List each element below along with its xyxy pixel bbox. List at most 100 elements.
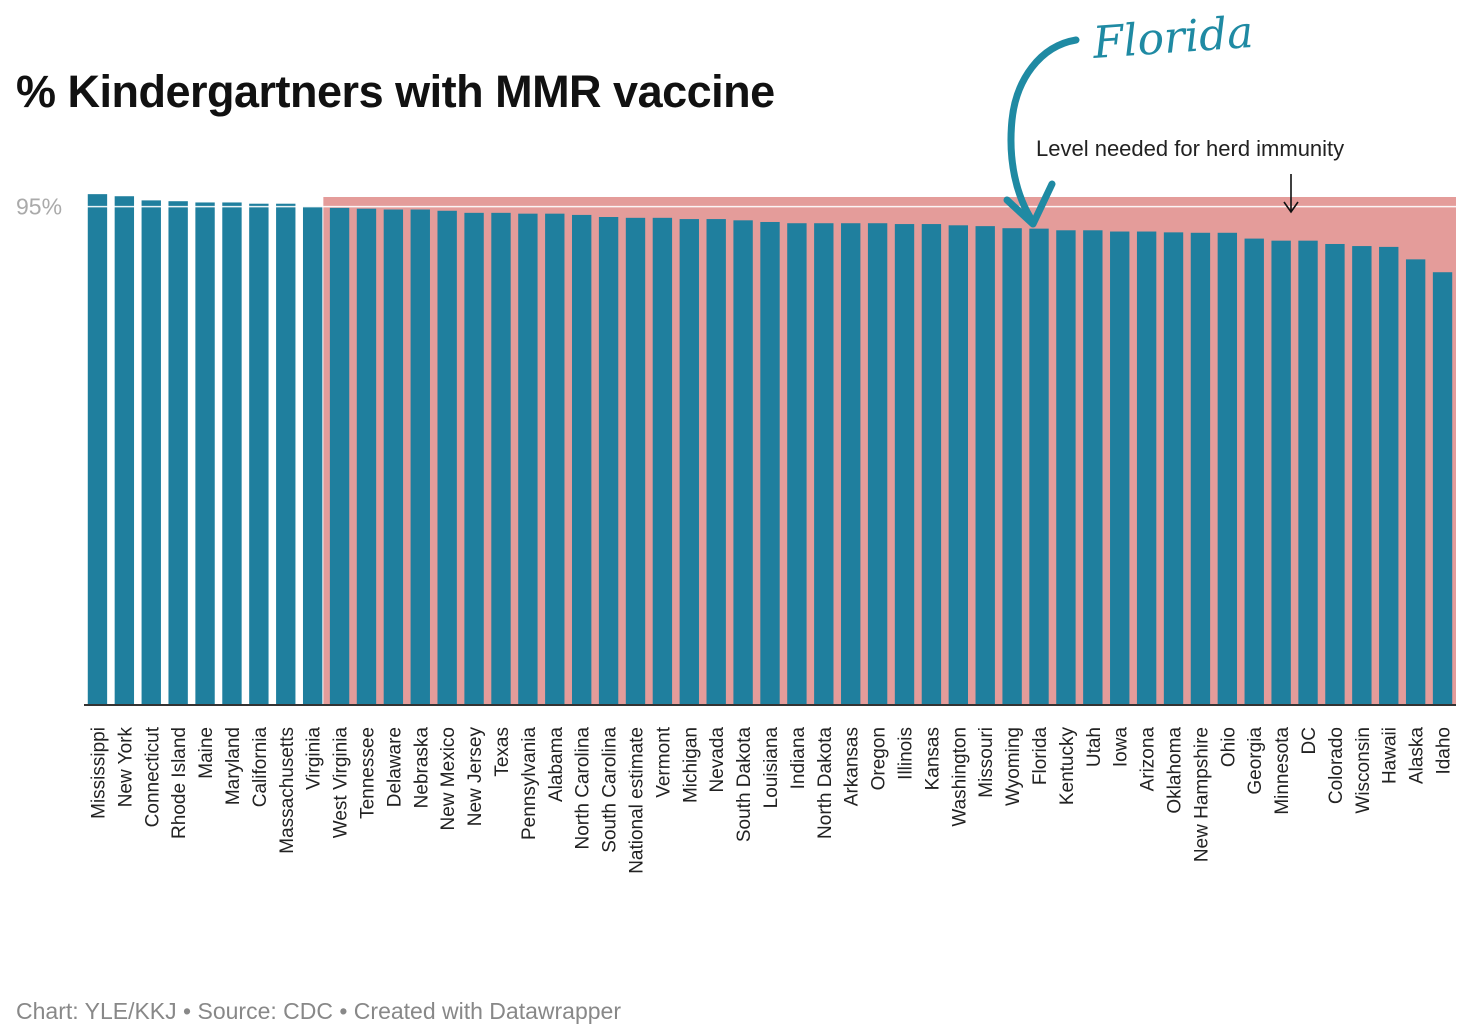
florida-arrow-head	[1003, 180, 1056, 228]
bar-national-estimate	[625, 217, 646, 705]
bar-washington	[948, 225, 968, 706]
x-tick-label-west-virginia: West Virginia	[331, 727, 352, 839]
bar-arkansas	[841, 223, 861, 706]
x-tick-label-south-dakota: South Dakota	[734, 727, 755, 843]
x-tick-label-minnesota: Minnesota	[1272, 727, 1293, 815]
bar-virginia	[302, 206, 323, 706]
bar-hawaii	[1379, 246, 1399, 705]
bar-massachusetts	[276, 203, 296, 705]
bar-michigan	[679, 219, 699, 705]
x-tick-label-new-jersey: New Jersey	[465, 727, 486, 827]
bar-kansas	[921, 224, 942, 705]
chart-title: % Kindergartners with MMR vaccine	[16, 66, 775, 117]
bar-new-york	[114, 196, 135, 706]
florida-arrow	[1007, 36, 1080, 226]
x-tick-label-wyoming: Wyoming	[1003, 727, 1024, 806]
bar-dc	[1298, 240, 1318, 706]
x-tick-label-virginia: Virginia	[304, 727, 325, 790]
x-tick-label-massachusetts: Massachusetts	[277, 727, 298, 854]
bar-missouri	[975, 226, 995, 705]
x-tick-label-mississippi: Mississippi	[88, 727, 109, 819]
bar-alaska	[1405, 259, 1426, 705]
x-tick-label-oklahoma: Oklahoma	[1165, 727, 1186, 814]
x-tick-label-national-estimate: National estimate	[626, 727, 647, 874]
x-tick-label-oregon: Oregon	[869, 727, 890, 790]
x-tick-label-south-carolina: South Carolina	[600, 727, 621, 853]
x-tick-label-nevada: Nevada	[707, 727, 728, 793]
bar-delaware	[383, 209, 404, 705]
x-tick-label-louisiana: Louisiana	[761, 727, 782, 809]
bar-south-carolina	[598, 217, 619, 705]
bar-illinois	[894, 224, 915, 705]
bar-ohio	[1217, 232, 1238, 705]
bar-tennessee	[356, 208, 377, 705]
x-tick-label-indiana: Indiana	[788, 727, 809, 790]
x-tick-label-nebraska: Nebraska	[411, 727, 432, 809]
herd-arrow-head	[1283, 201, 1299, 214]
bar-north-carolina	[572, 214, 592, 706]
x-tick-label-missouri: Missouri	[976, 727, 997, 798]
bar-texas	[491, 212, 511, 705]
x-tick-label-alaska: Alaska	[1407, 727, 1428, 784]
bar-mississippi	[87, 194, 108, 705]
x-tick-label-california: California	[250, 727, 271, 808]
x-tick-label-new-mexico: New Mexico	[438, 727, 459, 830]
x-tick-label-ohio: Ohio	[1218, 727, 1239, 767]
x-tick-label-texas: Texas	[492, 727, 513, 777]
bar-vermont	[652, 217, 673, 705]
bar-nevada	[706, 219, 726, 705]
x-tick-label-utah: Utah	[1084, 727, 1105, 767]
bar-indiana	[787, 223, 807, 706]
x-tick-label-colorado: Colorado	[1326, 727, 1347, 804]
x-tick-label-hawaii: Hawaii	[1380, 727, 1401, 784]
x-tick-label-new-hampshire: New Hampshire	[1191, 727, 1212, 862]
x-tick-label-rhode-island: Rhode Island	[169, 727, 190, 839]
x-tick-label-new-york: New York	[115, 727, 136, 808]
bar-wyoming	[1002, 228, 1022, 705]
x-tick-label-iowa: Iowa	[1111, 727, 1132, 768]
bar-new-jersey	[464, 212, 484, 705]
bar-california	[249, 203, 269, 705]
bar-colorado	[1325, 243, 1345, 706]
bar-oregon	[867, 223, 888, 706]
x-tick-label-michigan: Michigan	[680, 727, 701, 803]
x-tick-label-arkansas: Arkansas	[842, 727, 863, 806]
florida-label: Florida	[1090, 7, 1255, 69]
bar-utah	[1083, 230, 1103, 706]
bar-north-dakota	[814, 223, 834, 706]
x-tick-label-maine: Maine	[196, 727, 217, 779]
bar-wisconsin	[1352, 246, 1372, 705]
x-tick-label-georgia: Georgia	[1245, 727, 1266, 795]
x-tick-label-wisconsin: Wisconsin	[1353, 727, 1374, 814]
x-tick-label-tennessee: Tennessee	[357, 727, 378, 819]
x-tick-label-north-dakota: North Dakota	[815, 727, 836, 839]
chart-footer: Chart: YLE/KKJ • Source: CDC • Created w…	[16, 998, 621, 1024]
bar-oklahoma	[1163, 232, 1184, 706]
x-tick-label-vermont: Vermont	[653, 726, 674, 797]
x-tick-label-kansas: Kansas	[922, 727, 943, 790]
bar-idaho	[1432, 272, 1453, 705]
x-tick-label-florida: Florida	[1030, 727, 1051, 786]
bar-south-dakota	[733, 220, 753, 705]
x-tick-label-idaho: Idaho	[1434, 727, 1455, 775]
x-tick-label-delaware: Delaware	[384, 727, 405, 807]
bar-iowa	[1110, 231, 1130, 705]
bar-georgia	[1244, 238, 1264, 705]
y-tick-label: 95%	[16, 194, 62, 220]
x-tick-label-arizona: Arizona	[1138, 727, 1159, 792]
bar-maryland	[222, 202, 242, 705]
bar-minnesota	[1271, 240, 1291, 706]
bar-alabama	[545, 213, 565, 706]
x-tick-label-pennsylvania: Pennsylvania	[519, 727, 540, 840]
x-tick-label-north-carolina: North Carolina	[573, 727, 594, 850]
bar-louisiana	[760, 221, 780, 706]
bar-new-hampshire	[1190, 232, 1211, 705]
x-tick-label-dc: DC	[1299, 727, 1320, 754]
x-tick-label-maryland: Maryland	[223, 727, 244, 805]
bar-kentucky	[1056, 230, 1076, 706]
x-tick-label-washington: Washington	[949, 727, 970, 827]
bar-arizona	[1136, 231, 1157, 705]
bar-new-mexico	[437, 210, 457, 705]
bar-west-virginia	[329, 207, 350, 706]
x-tick-label-connecticut: Connecticut	[142, 726, 163, 827]
